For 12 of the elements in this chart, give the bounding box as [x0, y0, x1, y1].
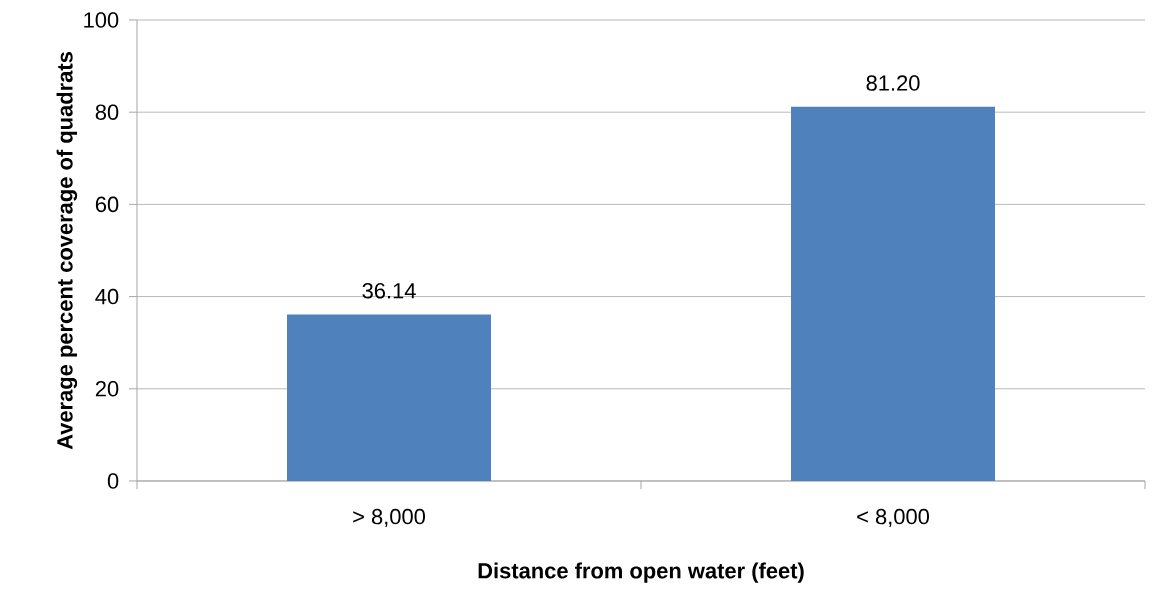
x-tick-label: < 8,000: [857, 508, 929, 527]
x-axis-title: Distance from open water (feet): [478, 562, 804, 583]
data-label: 36.14: [362, 283, 416, 299]
y-tick-label: 60: [95, 196, 119, 213]
y-tick-label: 20: [95, 381, 119, 397]
y-tick-label: 100: [84, 12, 119, 28]
y-tick-label: 80: [95, 104, 119, 120]
x-tick-label: > 8,000: [353, 508, 425, 527]
y-tick-label: 0: [107, 473, 119, 489]
y-tick-label: 40: [95, 288, 119, 305]
y-axis-title: Average percent coverage of quadrats: [56, 52, 78, 450]
data-label: 81.20: [866, 75, 920, 91]
